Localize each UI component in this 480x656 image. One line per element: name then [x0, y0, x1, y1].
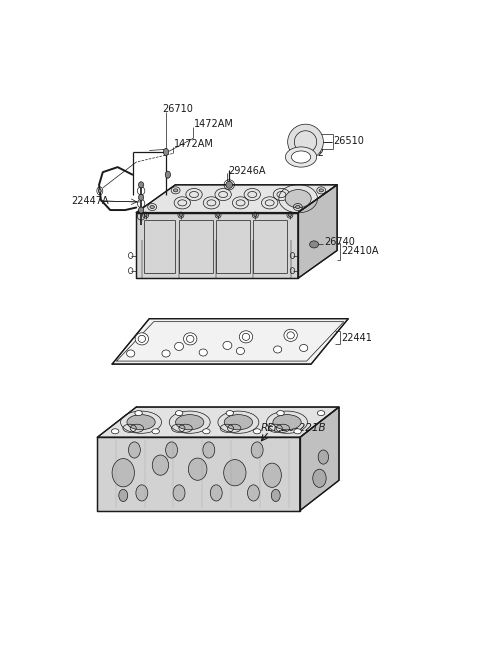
Text: 22410A: 22410A — [341, 247, 378, 256]
Ellipse shape — [135, 411, 142, 416]
Ellipse shape — [203, 442, 215, 458]
Text: 1472AM: 1472AM — [194, 119, 234, 129]
Ellipse shape — [127, 415, 155, 430]
Text: 26510: 26510 — [334, 136, 364, 146]
Ellipse shape — [284, 329, 297, 341]
Ellipse shape — [163, 148, 168, 155]
Ellipse shape — [223, 341, 232, 350]
Ellipse shape — [175, 411, 183, 416]
Ellipse shape — [210, 485, 222, 501]
Ellipse shape — [119, 489, 128, 501]
Ellipse shape — [165, 171, 170, 178]
Ellipse shape — [111, 429, 119, 434]
Ellipse shape — [294, 429, 301, 434]
Ellipse shape — [127, 350, 135, 357]
Text: 29246A: 29246A — [228, 166, 265, 176]
Ellipse shape — [199, 349, 207, 356]
Ellipse shape — [173, 189, 178, 192]
Ellipse shape — [112, 459, 134, 487]
Ellipse shape — [139, 182, 144, 188]
Ellipse shape — [263, 463, 281, 487]
Ellipse shape — [203, 429, 210, 434]
Ellipse shape — [300, 344, 308, 352]
Text: 26502: 26502 — [294, 148, 324, 159]
Ellipse shape — [152, 429, 159, 434]
Ellipse shape — [98, 189, 101, 193]
Polygon shape — [298, 185, 337, 278]
Ellipse shape — [180, 214, 182, 216]
Ellipse shape — [175, 342, 183, 350]
Ellipse shape — [166, 442, 178, 458]
Text: 1472AM: 1472AM — [173, 139, 213, 150]
Polygon shape — [136, 213, 298, 278]
Ellipse shape — [150, 205, 155, 209]
Ellipse shape — [162, 350, 170, 357]
Polygon shape — [97, 438, 300, 510]
Ellipse shape — [129, 442, 140, 458]
Polygon shape — [97, 407, 339, 438]
Ellipse shape — [273, 415, 301, 430]
Ellipse shape — [313, 469, 326, 487]
Text: 22441: 22441 — [341, 333, 372, 343]
Text: REF.20-221B: REF.20-221B — [261, 423, 326, 433]
Ellipse shape — [236, 348, 244, 354]
Ellipse shape — [271, 489, 280, 501]
Ellipse shape — [226, 181, 233, 188]
Ellipse shape — [288, 124, 324, 159]
Ellipse shape — [319, 189, 324, 192]
Ellipse shape — [216, 214, 219, 216]
Ellipse shape — [144, 214, 147, 216]
Ellipse shape — [285, 190, 311, 208]
Ellipse shape — [139, 194, 144, 201]
Ellipse shape — [318, 450, 329, 464]
Ellipse shape — [253, 429, 261, 434]
Text: 26740: 26740 — [324, 237, 355, 247]
Ellipse shape — [310, 241, 319, 248]
Ellipse shape — [274, 346, 282, 353]
Ellipse shape — [277, 411, 284, 416]
Text: 26710: 26710 — [162, 104, 193, 114]
Ellipse shape — [176, 415, 204, 430]
Ellipse shape — [173, 485, 185, 501]
Ellipse shape — [188, 458, 207, 480]
Ellipse shape — [286, 147, 317, 167]
Polygon shape — [136, 185, 337, 213]
Ellipse shape — [224, 460, 246, 486]
Ellipse shape — [139, 207, 144, 213]
Ellipse shape — [183, 333, 197, 345]
Ellipse shape — [254, 214, 257, 216]
Ellipse shape — [135, 333, 148, 345]
Ellipse shape — [317, 411, 325, 416]
Polygon shape — [112, 319, 348, 364]
Ellipse shape — [296, 205, 300, 209]
Text: 22447A: 22447A — [71, 196, 109, 206]
Ellipse shape — [224, 415, 252, 430]
Ellipse shape — [226, 411, 234, 416]
Ellipse shape — [152, 455, 168, 475]
Polygon shape — [300, 407, 339, 510]
Ellipse shape — [136, 485, 148, 501]
Ellipse shape — [248, 485, 259, 501]
Ellipse shape — [288, 214, 291, 216]
Ellipse shape — [291, 151, 311, 163]
Ellipse shape — [240, 331, 252, 343]
Ellipse shape — [251, 442, 263, 458]
